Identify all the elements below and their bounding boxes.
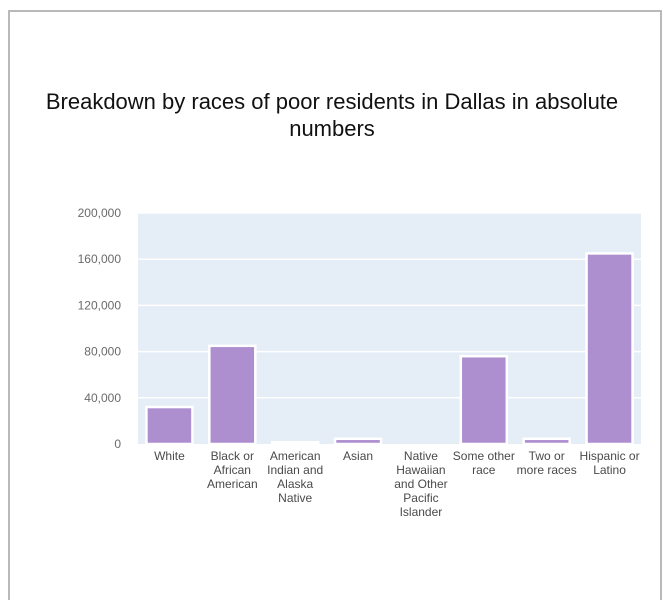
y-tick-label: 0 <box>114 437 121 451</box>
y-tick-label: 200,000 <box>78 206 122 220</box>
y-tick-label: 120,000 <box>78 298 122 312</box>
x-tick-label: Hispanic or Latino <box>580 449 640 477</box>
y-tick-label: 80,000 <box>84 345 121 359</box>
bar <box>522 437 571 446</box>
y-axis-ticks: 0 40,000 80,000 120,000 160,000 200,000 <box>78 206 122 451</box>
x-tick-label: Native Hawaiian and Other Pacific Islander <box>394 449 447 519</box>
x-tick-label: Black or African American <box>207 449 258 491</box>
bar <box>459 354 509 446</box>
bar <box>208 344 257 446</box>
bar <box>270 441 320 446</box>
x-tick-label: American Indian and Alaska Native <box>267 449 323 505</box>
chart-frame <box>8 10 662 600</box>
x-tick-label: Two or more races <box>517 449 577 477</box>
bar <box>333 437 383 446</box>
bar <box>145 405 194 446</box>
bar <box>585 252 634 446</box>
x-tick-label: Asian <box>343 449 373 463</box>
x-tick-label: Some other race <box>453 449 515 477</box>
chart-title: Breakdown by races of poor residents in … <box>45 89 619 141</box>
y-tick-label: 40,000 <box>84 391 121 405</box>
bars <box>145 252 634 446</box>
y-tick-label: 160,000 <box>78 252 122 266</box>
x-tick-label: White <box>154 449 185 463</box>
